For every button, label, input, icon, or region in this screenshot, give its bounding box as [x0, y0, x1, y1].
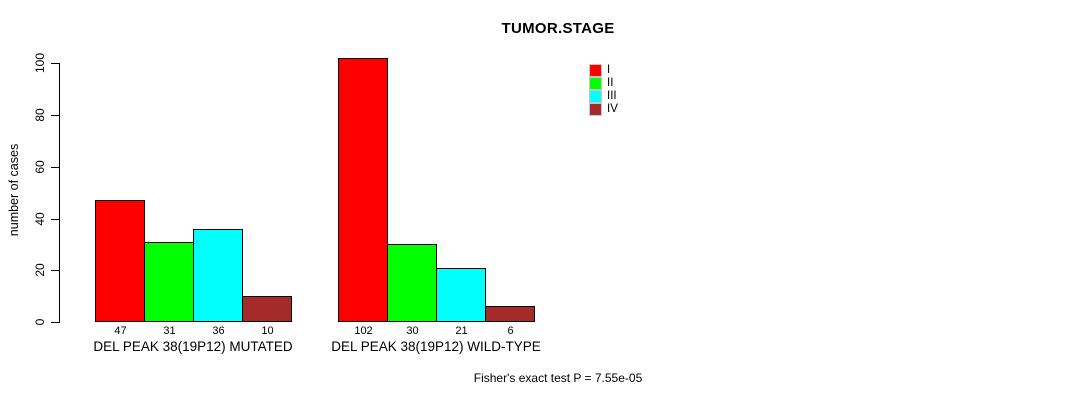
bar-value-label: 31 — [163, 325, 176, 337]
y-axis-tick — [51, 63, 59, 64]
bar-stage-iii-group-1 — [193, 229, 243, 322]
bar-value-label: 30 — [406, 325, 419, 337]
bar-stage-i-group-1 — [95, 200, 145, 322]
legend-label: II — [607, 77, 614, 89]
bar-value-label: 10 — [261, 325, 274, 337]
legend-swatch — [589, 103, 602, 116]
legend-item: IV — [589, 103, 618, 116]
legend-swatch — [589, 77, 602, 90]
stat-annotation: Fisher's exact test P = 7.55e-05 — [473, 371, 643, 385]
y-axis-tick — [51, 167, 59, 168]
y-tick-label: 60 — [33, 160, 47, 174]
legend-swatch — [589, 90, 602, 103]
bar-stage-i-group-2 — [338, 58, 388, 322]
bar-stage-ii-group-1 — [144, 242, 194, 322]
bar-stage-iv-group-1 — [242, 296, 292, 322]
y-axis-tick — [51, 322, 59, 323]
y-tick-label: 100 — [33, 52, 47, 74]
bar-value-label: 47 — [114, 325, 127, 337]
legend-label: III — [607, 90, 617, 102]
bar-value-label: 21 — [455, 325, 468, 337]
bar-value-label: 6 — [507, 325, 514, 337]
bar-stage-ii-group-2 — [387, 244, 437, 322]
chart-title: TUMOR.STAGE — [501, 20, 615, 37]
y-axis-tick — [51, 270, 59, 271]
y-axis-tick — [51, 115, 59, 116]
legend-item: III — [589, 90, 618, 103]
legend-label: IV — [607, 103, 618, 115]
bar-stage-iv-group-2 — [485, 306, 535, 322]
y-tick-label: 20 — [33, 263, 47, 277]
legend-label: I — [607, 64, 611, 76]
legend: I II III IV — [589, 64, 618, 116]
bar-value-label: 36 — [212, 325, 225, 337]
legend-swatch — [589, 64, 602, 77]
bar-value-label: 102 — [354, 325, 373, 337]
bar-stage-iii-group-2 — [436, 268, 486, 322]
y-axis-line — [59, 63, 60, 323]
y-axis-tick — [51, 219, 59, 220]
group-label: DEL PEAK 38(19P12) WILD-TYPE — [331, 339, 541, 354]
legend-item: I — [589, 64, 618, 77]
y-tick-label: 40 — [33, 212, 47, 226]
legend-item: II — [589, 77, 618, 90]
y-tick-label: 80 — [33, 108, 47, 122]
group-label: DEL PEAK 38(19P12) MUTATED — [93, 339, 293, 354]
y-tick-label: 0 — [33, 318, 47, 326]
